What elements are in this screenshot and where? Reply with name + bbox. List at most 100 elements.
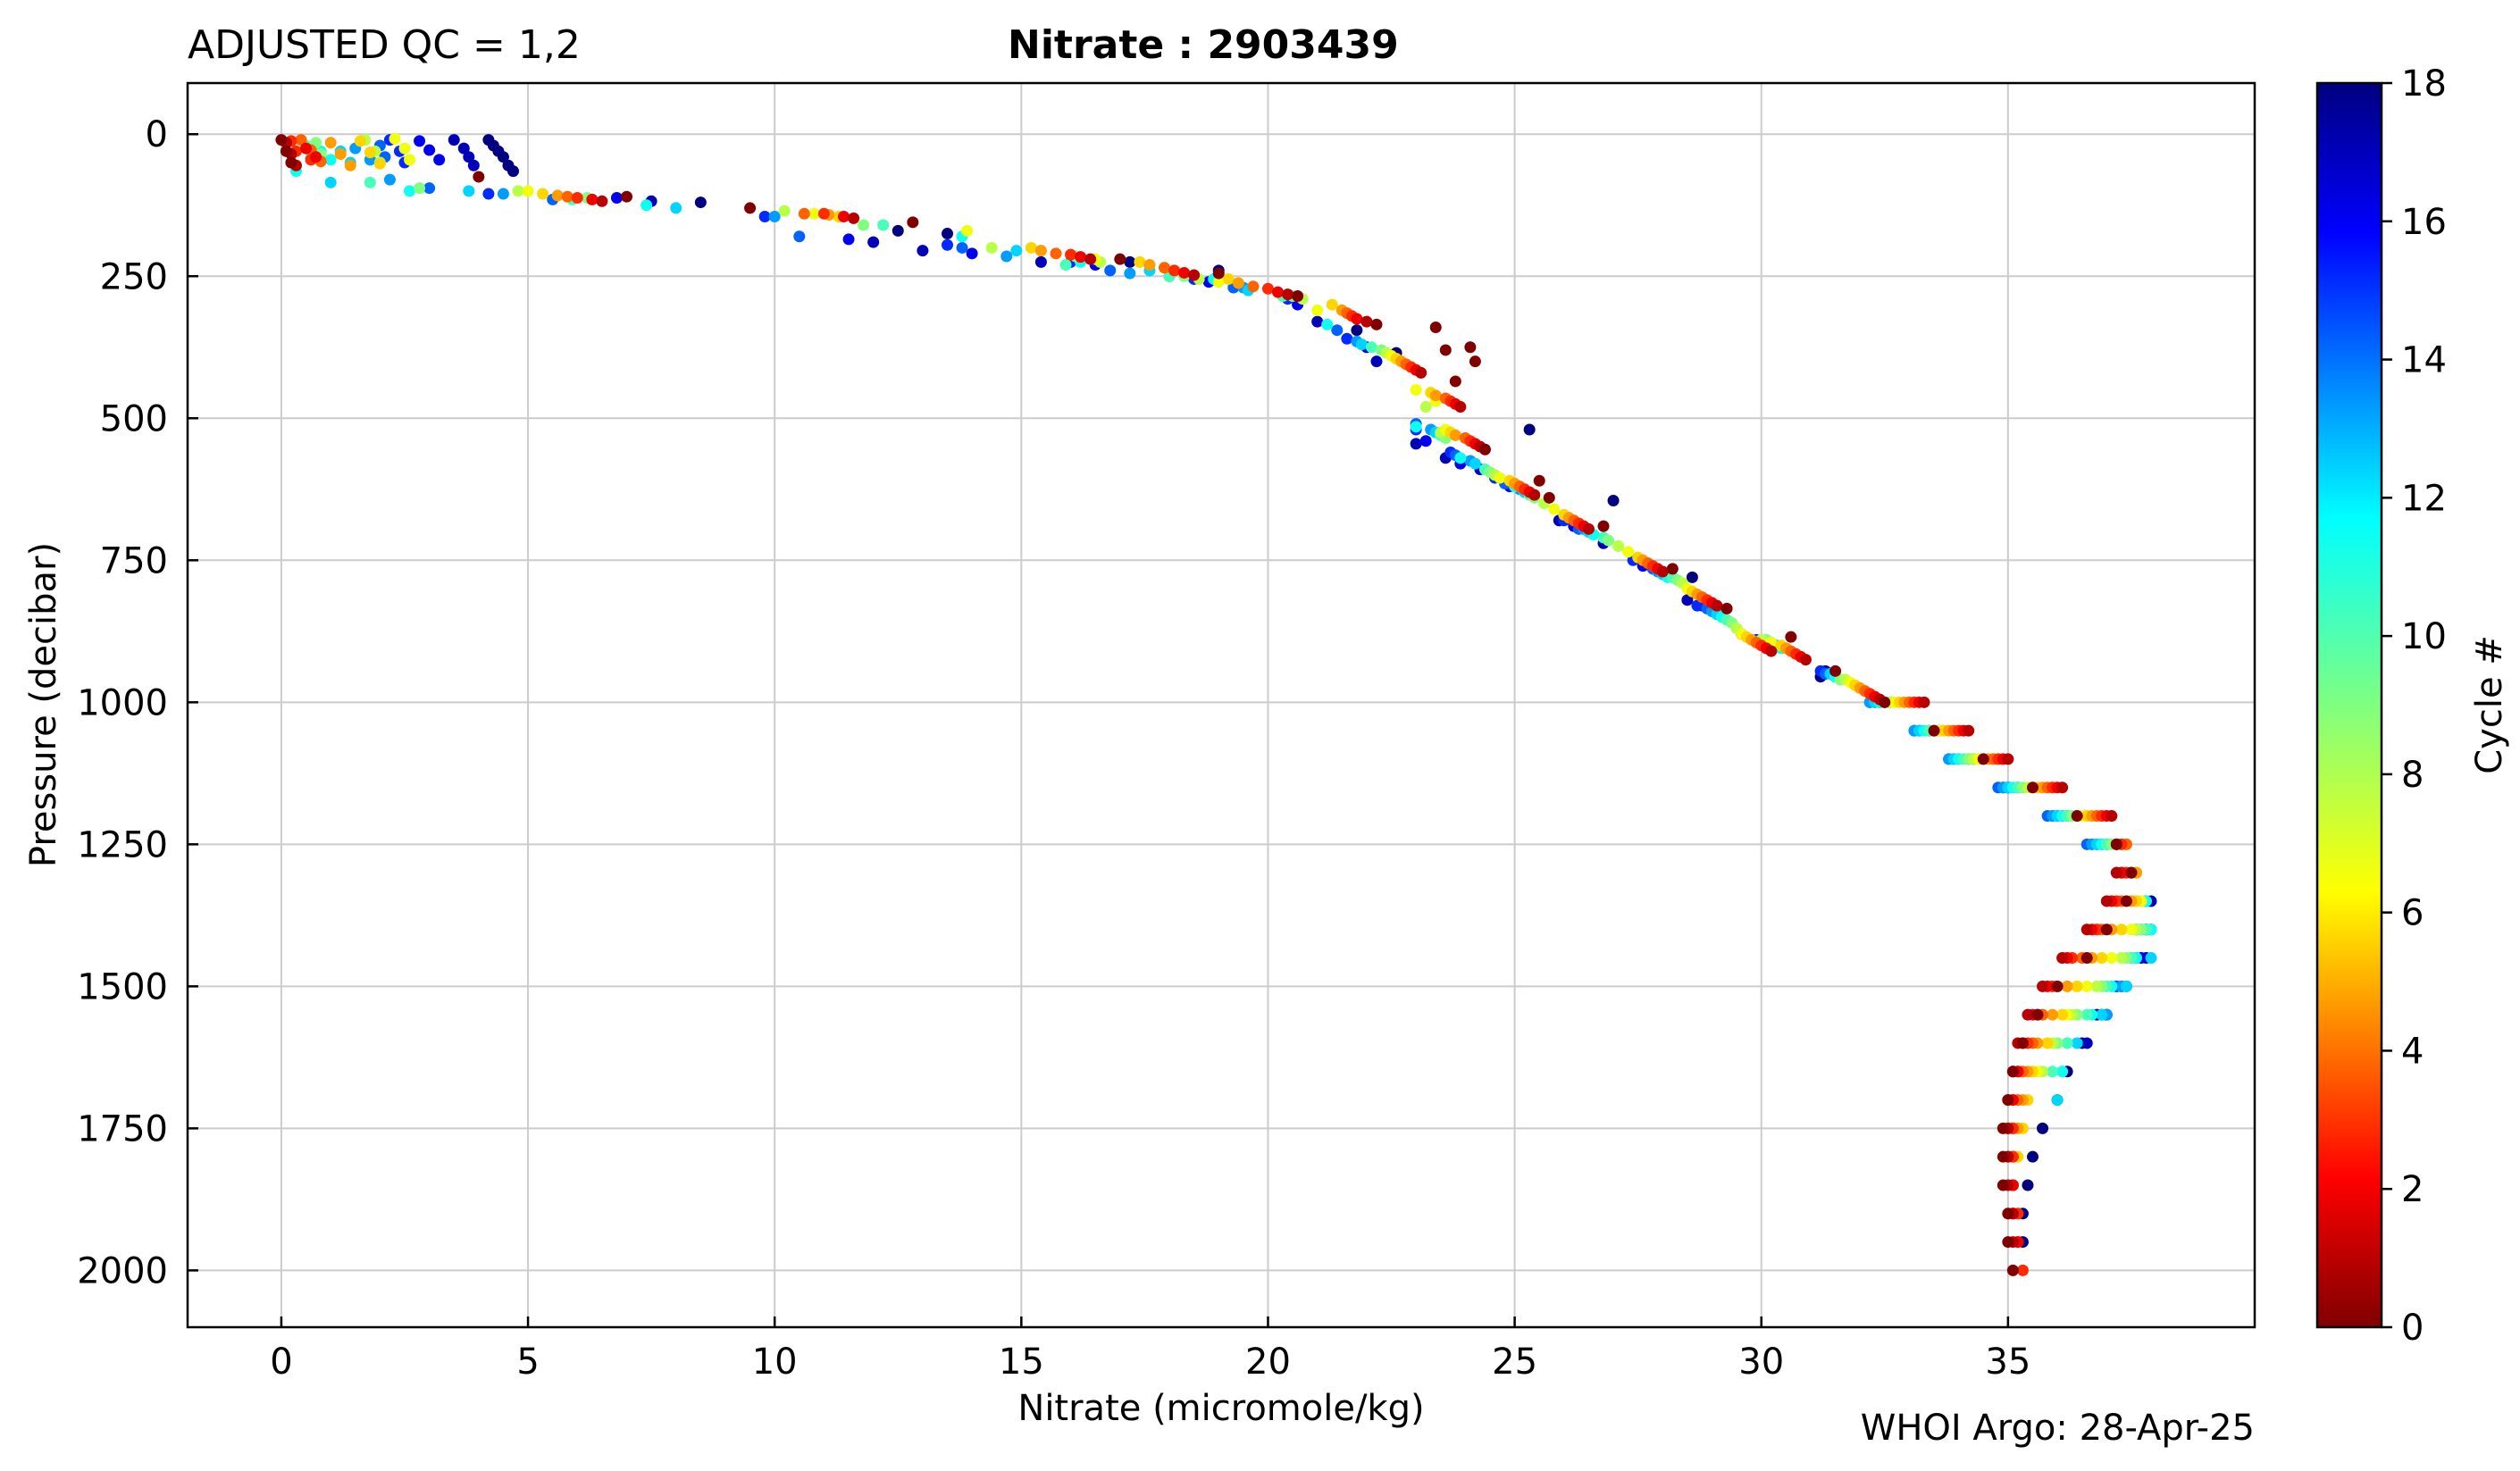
data-point: [1528, 489, 1541, 501]
footer-credit: WHOI Argo: 28-Apr-25: [1861, 1408, 2255, 1449]
data-point: [1360, 315, 1373, 328]
data-point: [2051, 980, 2064, 992]
data-point: [867, 236, 880, 248]
data-point: [1603, 534, 1615, 547]
data-point: [1666, 563, 1679, 575]
data-point: [373, 157, 386, 170]
x-axis-ticks: 0 5 10 15 20 25 30 35: [270, 1316, 2030, 1383]
data-point: [1370, 355, 1383, 368]
data-point: [768, 210, 781, 222]
data-point: [744, 202, 757, 214]
data-point: [1212, 276, 1225, 288]
data-point: [2056, 1008, 2069, 1021]
data-point: [2115, 924, 2128, 936]
data-point: [2002, 1236, 2014, 1249]
data-point: [2090, 980, 2103, 992]
data-point: [2080, 924, 2093, 936]
x-tick-label: 25: [1492, 1341, 1537, 1383]
data-point: [2056, 781, 2069, 794]
data-point: [858, 219, 870, 231]
data-point: [2047, 1008, 2059, 1021]
data-point: [1282, 288, 1294, 301]
data-point: [463, 151, 475, 163]
data-point: [1247, 280, 1260, 293]
data-point: [1000, 250, 1013, 263]
data-point: [1311, 304, 1324, 316]
x-tick-label: 30: [1738, 1341, 1784, 1383]
x-tick-label: 35: [1985, 1341, 2030, 1383]
data-point: [2100, 924, 2113, 936]
data-point: [2061, 1037, 2073, 1049]
y-tick-label: 1250: [77, 824, 168, 865]
data-point: [838, 210, 850, 222]
data-point: [956, 241, 968, 254]
data-point: [2016, 1037, 2029, 1049]
data-point: [285, 156, 297, 169]
data-point: [1429, 322, 1442, 334]
data-point: [586, 193, 599, 205]
data-point: [280, 145, 292, 157]
data-point: [941, 228, 953, 240]
data-point: [1114, 253, 1126, 265]
data-point: [1010, 245, 1023, 257]
data-point: [1997, 1122, 2009, 1134]
data-point: [389, 132, 401, 145]
data-point: [1341, 332, 1353, 345]
data-point: [2106, 952, 2118, 965]
data-point: [2037, 1122, 2049, 1134]
x-tick-label: 5: [516, 1341, 539, 1383]
data-point: [1143, 259, 1156, 272]
data-point: [1232, 277, 1244, 289]
data-point: [1918, 696, 1930, 708]
data-point: [537, 188, 549, 200]
chart-title-left: ADJUSTED QC = 1,2: [188, 22, 581, 68]
data-point: [2041, 1037, 2054, 1049]
data-point: [640, 199, 653, 212]
chart-title-id: 2903439: [1207, 22, 1398, 68]
data-point: [507, 165, 519, 178]
data-point: [1050, 247, 1062, 260]
data-point: [1469, 355, 1481, 368]
data-point: [985, 241, 998, 254]
data-point: [1326, 298, 1338, 311]
data-point: [1419, 435, 1432, 447]
data-point: [670, 202, 682, 214]
data-point: [1311, 315, 1324, 328]
data-point: [2110, 838, 2122, 850]
data-point: [1879, 696, 1891, 708]
data-point: [275, 134, 288, 146]
data-point: [1612, 539, 1625, 552]
data-point: [1124, 267, 1136, 280]
data-point: [808, 207, 820, 220]
data-point: [1785, 631, 1797, 643]
data-point: [310, 151, 322, 163]
data-point: [2145, 952, 2157, 965]
data-point: [758, 210, 771, 222]
data-point: [414, 182, 426, 195]
data-point: [1765, 645, 1778, 657]
data-point: [1059, 259, 1072, 272]
data-point: [961, 224, 974, 237]
data-point: [1065, 248, 1077, 261]
data-point: [1355, 338, 1368, 351]
colorbar-tick-label: 18: [2401, 63, 2447, 104]
data-point: [522, 185, 534, 197]
data-point: [2002, 1094, 2014, 1107]
colorbar-label: Cycle #: [2469, 635, 2510, 774]
data-point: [2056, 952, 2069, 965]
data-point: [798, 207, 810, 220]
data-point: [1597, 520, 1610, 532]
data-point: [1622, 546, 1635, 558]
data-point: [300, 142, 313, 155]
data-point: [448, 134, 460, 146]
data-point: [694, 196, 707, 209]
data-point: [1439, 344, 1452, 356]
colorbar-tick-label: 0: [2401, 1308, 2424, 1349]
data-point: [1025, 241, 1037, 254]
data-point: [941, 238, 953, 251]
data-point: [1464, 341, 1477, 354]
data-point: [1711, 599, 1723, 612]
y-tick-label: 2000: [77, 1250, 168, 1291]
data-point: [2096, 952, 2108, 965]
colorbar-tick-label: 12: [2401, 478, 2447, 519]
